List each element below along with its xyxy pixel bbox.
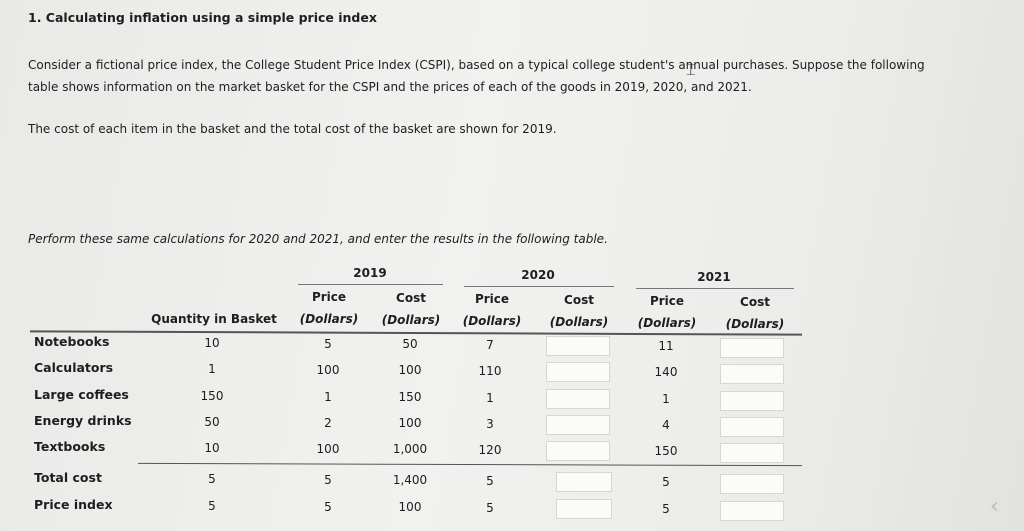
row-label-calculators: Calculators [34,360,114,375]
total-price-2020-cell: 5 [486,474,494,488]
cost-2019-cell: 100 [398,363,422,377]
price-2021-cell: 4 [662,418,670,432]
cost-2019-cell: 150 [398,390,422,404]
cost-2021-input[interactable] [720,338,784,358]
header-cost-2021: Cost [740,295,770,309]
index-price-2019-cell: 5 [324,500,332,514]
row-label-large-coffees: Large coffees [34,387,129,402]
price-2021-cell: 150 [654,444,678,458]
index-2019-cell: 100 [398,500,422,514]
total-cost-2020-input[interactable] [556,472,612,492]
row-label-total-cost: Total cost [34,470,102,485]
index-2020-input[interactable] [556,499,612,519]
price-2021-cell: 140 [654,365,678,379]
header-unit-price-2021: (Dollars) [637,316,697,330]
cost-2021-input[interactable] [720,391,784,411]
price-2020-cell: 7 [486,338,494,352]
cost-2020-input[interactable] [546,362,610,382]
header-price-2020: Price [474,292,510,306]
price-2019-cell: 2 [324,416,332,430]
cost-note: The cost of each item in the basket and … [28,122,557,136]
year-header-2019: 2019 [353,266,387,280]
price-2021-cell: 11 [658,339,674,353]
cost-2019-cell: 50 [402,337,418,351]
row-label-price-index: Price index [34,497,113,512]
year-underline-2019 [298,284,443,285]
instruction-text: Perform these same calculations for 2020… [28,232,608,246]
index-2021-input[interactable] [720,501,784,521]
price-2019-cell: 100 [316,442,340,456]
cost-2019-cell: 100 [398,416,422,430]
question-title: 1. Calculating inflation using a simple … [28,10,377,25]
header-unit-price-2019: (Dollars) [299,312,359,326]
total-quantity-cell: 5 [208,472,216,486]
cost-2019-cell: 1,000 [392,442,428,456]
index-quantity-cell: 5 [208,499,216,513]
row-label-energy-drinks: Energy drinks [34,413,132,428]
year-header-2020: 2020 [521,268,555,282]
cost-2020-input[interactable] [546,336,610,356]
price-2019-cell: 100 [316,363,340,377]
price-2019-cell: 1 [324,390,332,404]
price-2020-cell: 3 [486,417,494,431]
cost-2021-input[interactable] [720,364,784,384]
header-price-2019: Price [311,290,347,304]
price-2019-cell: 5 [324,337,332,351]
text-cursor-icon: ⌶ [686,60,696,79]
header-cost-2020: Cost [564,293,594,307]
total-price-2021-cell: 5 [662,475,670,489]
price-2020-cell: 110 [478,364,502,378]
quantity-cell: 10 [204,336,220,350]
header-price-2021: Price [649,294,685,308]
header-quantity: Quantity in Basket [151,312,277,326]
intro-line-1: Consider a fictional price index, the Co… [28,58,925,72]
chevron-left-icon[interactable]: ‹ [990,494,999,519]
totals-divider [138,462,802,467]
year-underline-2021 [636,288,794,289]
cost-2020-input[interactable] [546,389,610,409]
cost-2020-input[interactable] [546,415,610,435]
row-label-textbooks: Textbooks [34,439,106,454]
header-unit-cost-2019: (Dollars) [381,313,441,327]
cost-2021-input[interactable] [720,443,784,463]
header-unit-cost-2021: (Dollars) [725,317,785,331]
cost-2020-input[interactable] [546,441,610,461]
quantity-cell: 1 [208,362,216,376]
intro-line-2: table shows information on the market ba… [28,80,752,94]
header-unit-cost-2020: (Dollars) [549,315,609,329]
row-label-notebooks: Notebooks [34,334,110,349]
intro-paragraph: Consider a fictional price index, the Co… [28,54,925,98]
header-cost-2019: Cost [396,291,426,305]
header-unit-price-2020: (Dollars) [462,314,522,328]
index-price-2020-cell: 5 [486,501,494,515]
price-2020-cell: 1 [486,391,494,405]
total-cost-2021-input[interactable] [720,474,784,494]
quantity-cell: 10 [204,441,220,455]
total-price-2019-cell: 5 [324,473,332,487]
price-2020-cell: 120 [478,443,502,457]
year-underline-2020 [464,286,614,287]
cost-2021-input[interactable] [720,417,784,437]
quantity-cell: 150 [200,389,224,403]
quantity-cell: 50 [204,415,220,429]
index-price-2021-cell: 5 [662,502,670,516]
total-cost-2019-cell: 1,400 [392,473,428,487]
year-header-2021: 2021 [697,270,731,284]
price-2021-cell: 1 [662,392,670,406]
